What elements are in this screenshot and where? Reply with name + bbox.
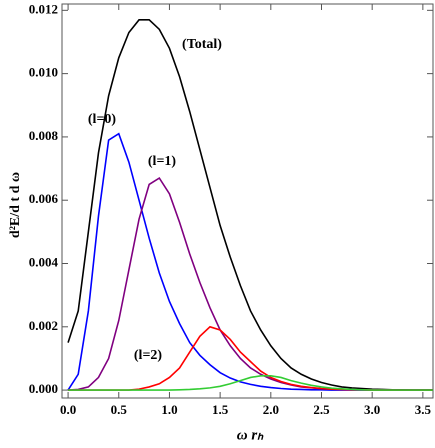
series-line bbox=[68, 375, 433, 391]
y-tick-label: 0.006 bbox=[29, 191, 59, 206]
y-tick-label: 0.010 bbox=[29, 65, 58, 80]
x-tick-label: 3.0 bbox=[364, 402, 380, 417]
x-tick-label: 2.0 bbox=[263, 402, 279, 417]
x-tick-label: 1.5 bbox=[212, 402, 229, 417]
series-label: (Total) bbox=[182, 37, 222, 52]
series-label: (l=0) bbox=[88, 112, 117, 127]
series-label: (l=1) bbox=[148, 154, 177, 169]
x-tick-label: 0.5 bbox=[111, 402, 128, 417]
y-tick-label: 0.000 bbox=[29, 381, 58, 396]
x-tick-label: 1.0 bbox=[161, 402, 177, 417]
y-axis-label: d²E/d t d ω bbox=[8, 172, 23, 238]
y-tick-label: 0.012 bbox=[29, 1, 58, 16]
series-line bbox=[67, 132, 433, 391]
series-label: (l=2) bbox=[134, 348, 163, 363]
x-tick-label: 2.5 bbox=[313, 402, 330, 417]
series-line bbox=[67, 19, 433, 391]
x-axis-label: ω rₕ bbox=[237, 427, 264, 443]
y-tick-label: 0.004 bbox=[29, 254, 59, 269]
x-tick-label: 0.0 bbox=[60, 402, 76, 417]
plot-frame bbox=[61, 3, 434, 399]
series-line bbox=[68, 325, 433, 391]
y-tick-label: 0.008 bbox=[29, 128, 59, 143]
x-tick-label: 3.5 bbox=[415, 402, 432, 417]
y-tick-label: 0.002 bbox=[29, 318, 58, 333]
series-line bbox=[68, 176, 433, 391]
